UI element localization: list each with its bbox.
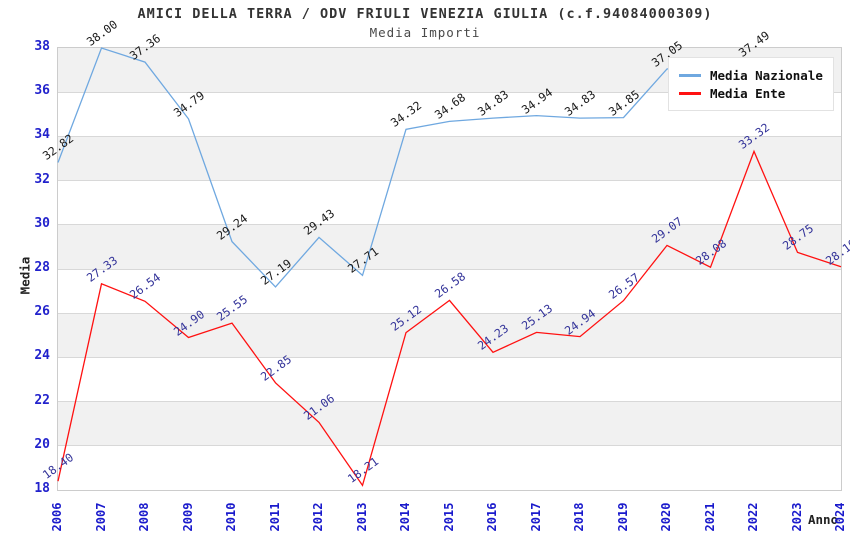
gridline	[58, 224, 841, 226]
plot-area: 32.82 38.00 37.36 34.79 29.24 27.19 29.43 27.71…	[40, 17, 850, 491]
x-tick-label: 2017	[528, 502, 543, 532]
x-tick-label: 2008	[137, 502, 151, 532]
x-tick-label: 2016	[485, 502, 499, 532]
x-tick-label: 2021	[702, 502, 717, 532]
gridline	[58, 312, 841, 314]
gridline	[58, 445, 841, 447]
x-tick-label: 2013	[354, 502, 369, 532]
y-tick-label: 26	[34, 304, 50, 320]
legend-item-label: Media Nazionale	[710, 67, 823, 83]
gridline	[58, 135, 841, 137]
y-tick-label: 32	[34, 171, 50, 187]
plot-band	[58, 401, 841, 446]
legend-line-swatch	[679, 91, 701, 95]
x-tick-label: 2014	[398, 502, 412, 532]
plot-band	[58, 224, 841, 269]
x-tick-label: 2015	[441, 502, 456, 532]
plot-band	[58, 313, 841, 358]
y-tick-label: 24	[34, 348, 50, 364]
x-tick-label: 2023	[789, 502, 804, 532]
legend: Media Nazionale Media Ente	[668, 57, 834, 111]
x-tick-label: 2018	[572, 502, 586, 532]
legend-item-label: Media Ente	[710, 85, 786, 101]
x-tick-label: 2006	[50, 502, 64, 532]
legend-line-swatch	[679, 73, 701, 77]
y-tick-label: 22	[34, 392, 50, 408]
series-line-media-nazionale	[57, 47, 755, 288]
y-tick-label: 30	[34, 215, 50, 231]
series-line-media-ente	[57, 149, 842, 487]
y-tick-label: 18	[34, 481, 50, 496]
x-tick-label: 2009	[180, 502, 195, 532]
y-tick-label: 34	[34, 127, 50, 143]
legend-item: Media Ente	[679, 85, 823, 101]
gridline	[58, 91, 841, 93]
gridline	[58, 356, 841, 358]
y-tick-label: 36	[34, 83, 50, 99]
y-tick-label: 28	[34, 260, 50, 275]
x-tick-label: 2020	[659, 502, 673, 532]
x-tick-label: 2019	[615, 502, 630, 532]
x-tick-label: 2011	[267, 502, 282, 532]
y-tick-label: 38	[34, 39, 50, 54]
plot-band	[58, 136, 841, 181]
x-tick-label: 2024	[833, 502, 847, 532]
x-axis-title: Anno	[808, 512, 839, 527]
x-tick-label: 2022	[746, 502, 760, 532]
x-tick-label: 2010	[224, 502, 238, 532]
chart-subtitle: Media Importi	[369, 25, 481, 40]
x-tick-label: 2012	[311, 502, 325, 532]
legend-item: Media Nazionale	[679, 67, 823, 83]
chart-title: AMICI DELLA TERRA / ODV FRIULI VENEZIA G…	[137, 6, 713, 22]
x-tick-label: 2007	[93, 502, 108, 532]
y-tick-label: 20	[34, 436, 50, 452]
gridline	[58, 180, 841, 182]
gridline	[58, 268, 841, 270]
series-lines-svg	[57, 47, 842, 487]
gridline	[58, 401, 841, 403]
